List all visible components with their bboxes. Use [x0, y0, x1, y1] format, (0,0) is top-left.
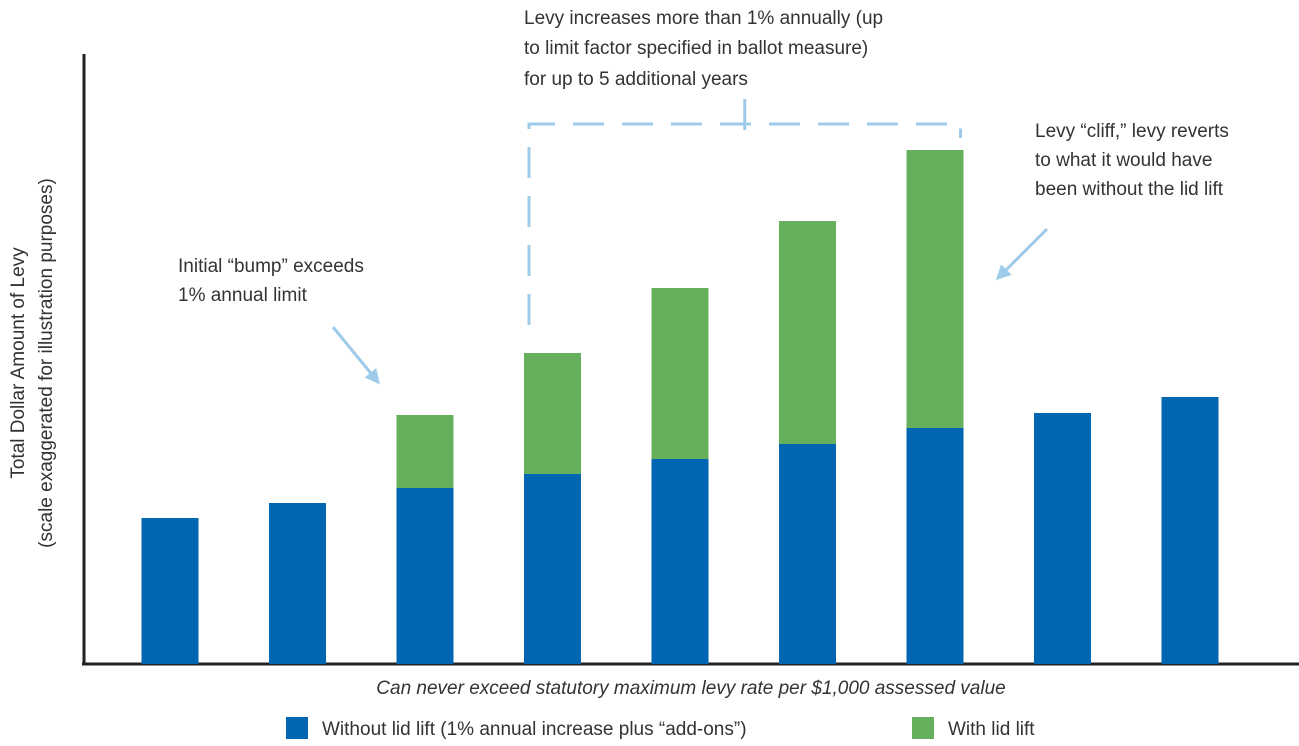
- legend-label-without-lid-lift: Without lid lift (1% annual increase plu…: [322, 719, 747, 740]
- bar-with-lid-lift-5: [651, 288, 709, 459]
- annotation-levy-cliff-line-2: to what it would have: [1035, 150, 1212, 171]
- bar-without-lid-lift-9: [1161, 397, 1219, 664]
- bar-without-lid-lift-5: [651, 459, 709, 664]
- arrow-levy-cliff: [995, 227, 1049, 281]
- bar-without-lid-lift-7: [906, 428, 964, 664]
- annotation-initial-bump-line-1: Initial “bump” exceeds: [178, 256, 364, 277]
- bar-with-lid-lift-3: [396, 415, 454, 488]
- annotation-levy-cliff: Levy “cliff,” levy reverts to what it wo…: [1035, 121, 1234, 200]
- arrow-initial-bump: [331, 326, 380, 385]
- bar-with-lid-lift-6: [779, 221, 836, 444]
- annotation-levy-cliff-line-3: been without the lid lift: [1035, 179, 1224, 200]
- y-axis-title: Total Dollar Amount of Levy: [8, 247, 29, 479]
- legend: Without lid lift (1% annual increase plu…: [286, 717, 1035, 740]
- bar-without-lid-lift-1: [141, 518, 199, 664]
- bar-without-lid-lift-8: [1034, 413, 1091, 664]
- annotation-levy-increases-line-1: Levy increases more than 1% annually (up: [524, 8, 883, 29]
- legend-swatch-without-lid-lift: [286, 717, 308, 739]
- bar-without-lid-lift-4: [524, 474, 581, 664]
- bar-without-lid-lift-3: [396, 488, 454, 664]
- bracket-outline: [527, 122, 962, 325]
- annotation-initial-bump: Initial “bump” exceeds 1% annual limit: [178, 256, 369, 306]
- annotation-levy-increases-line-3: for up to 5 additional years: [524, 69, 748, 90]
- legend-label-with-lid-lift: With lid lift: [948, 719, 1035, 740]
- bar-without-lid-lift-6: [779, 444, 836, 664]
- annotation-levy-increases-line-2: to limit factor specified in ballot meas…: [524, 38, 868, 59]
- x-axis-label: Can never exceed statutory maximum levy …: [376, 678, 1005, 699]
- y-axis-subtitle: (scale exaggerated for illustration purp…: [36, 178, 57, 548]
- annotations-group: Initial “bump” exceeds 1% annual limit L…: [178, 8, 1234, 385]
- annotation-levy-cliff-line-1: Levy “cliff,” levy reverts: [1035, 121, 1229, 142]
- bar-with-lid-lift-7: [906, 150, 964, 428]
- bar-without-lid-lift-2: [269, 503, 326, 664]
- legend-swatch-with-lid-lift: [912, 717, 934, 739]
- annotation-initial-bump-line-2: 1% annual limit: [178, 285, 308, 306]
- bar-with-lid-lift-4: [524, 353, 581, 474]
- lid-lift-bracket: [527, 99, 962, 325]
- bars-group: [141, 150, 1219, 664]
- annotation-levy-increases: Levy increases more than 1% annually (up…: [524, 8, 888, 90]
